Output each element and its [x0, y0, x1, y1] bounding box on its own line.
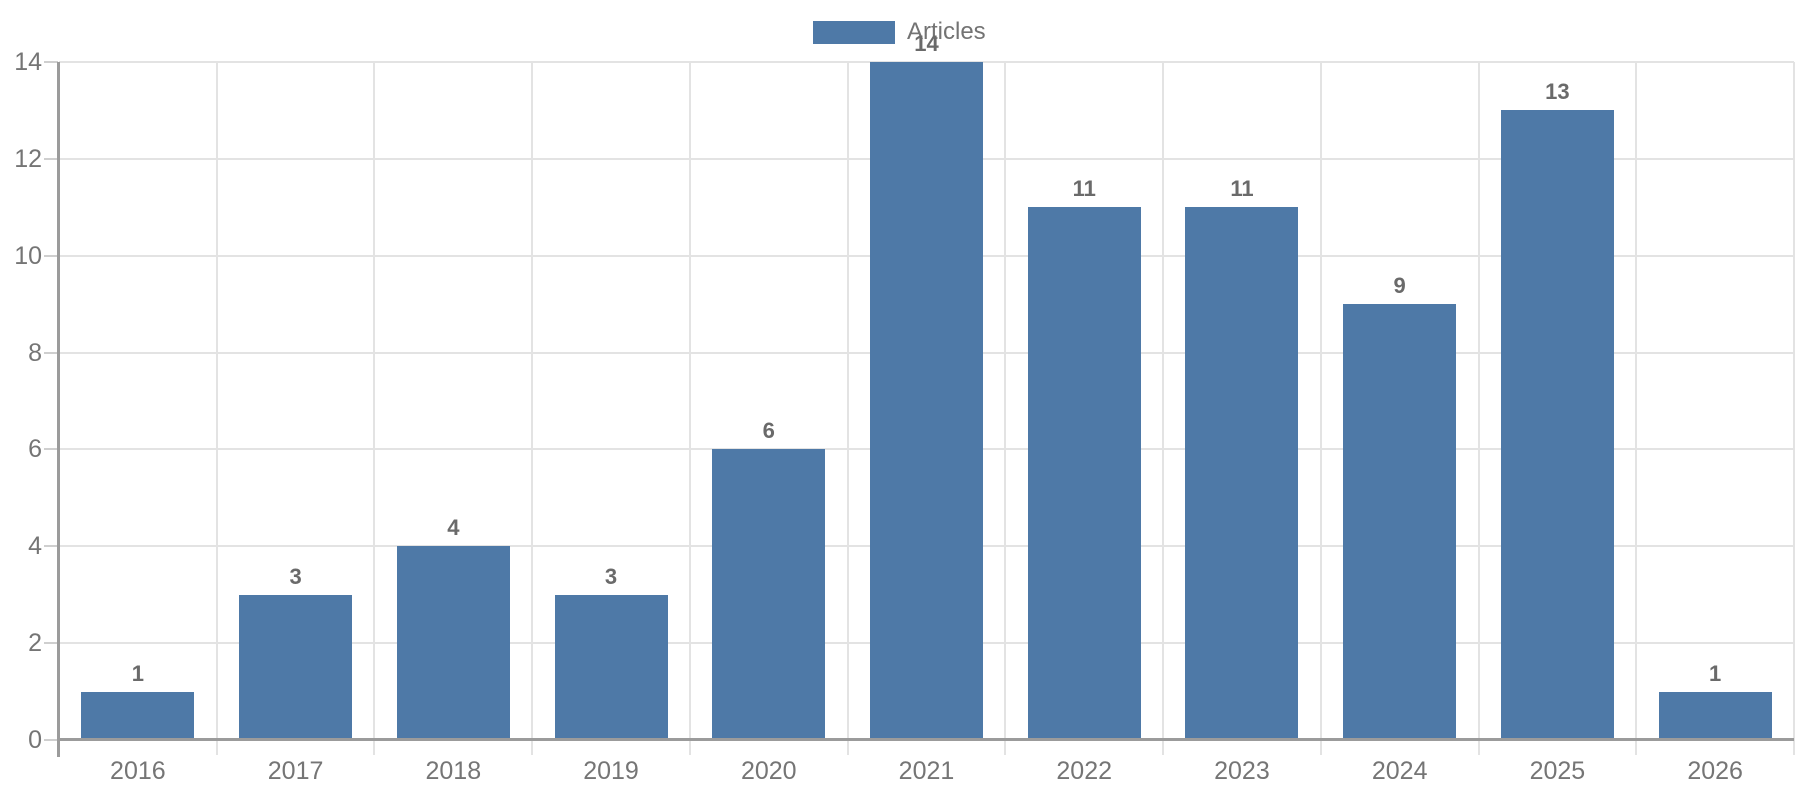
x-tick-label-2016: 2016: [110, 757, 166, 785]
y-tick-label-2: 2: [28, 629, 42, 658]
bar-2017: [239, 594, 353, 740]
v-gridline-3: [531, 62, 534, 755]
y-axis-line: [57, 62, 60, 757]
bar-2024: [1343, 304, 1457, 740]
y-tick-label-6: 6: [28, 435, 42, 464]
y-tick-label-4: 4: [28, 532, 42, 561]
y-tick-4: [44, 545, 58, 548]
bar-value-2023: 11: [1230, 176, 1254, 202]
y-tick-12: [44, 157, 58, 160]
v-gridline-4: [688, 62, 691, 755]
bar-2023: [1185, 207, 1299, 740]
bar-value-2018: 4: [447, 515, 460, 541]
v-gridline-7: [1162, 62, 1165, 755]
y-tick-0: [44, 739, 58, 741]
legend-label: Articles: [907, 18, 986, 45]
v-gridline-10: [1635, 62, 1638, 755]
bar-value-2021: 14: [914, 31, 939, 56]
bar-value-2024: 9: [1393, 273, 1406, 299]
bar-value-2016: 1: [131, 660, 144, 686]
x-tick-label-2023: 2023: [1214, 757, 1270, 785]
v-gridline-1: [215, 62, 218, 755]
y-tick-label-0: 0: [28, 726, 42, 754]
bar-2025: [1500, 110, 1614, 740]
x-tick-label-2021: 2021: [898, 757, 955, 785]
bar-2021: [870, 62, 983, 740]
v-gridline-2: [373, 62, 376, 755]
y-tick-label-8: 8: [28, 338, 42, 367]
bar-value-2025: 13: [1545, 79, 1570, 105]
bar-2018: [396, 546, 510, 740]
x-tick-label-2020: 2020: [740, 757, 797, 785]
y-tick-2: [44, 642, 58, 645]
y-tick-label-10: 10: [14, 241, 42, 270]
bar-value-2020: 6: [762, 418, 775, 444]
plot-area: 1 3 4 3 6 14 11 11 9 13 1: [59, 32, 1795, 755]
bar-2026: [1658, 691, 1772, 740]
v-gridline-5: [846, 62, 849, 755]
y-tick-6: [44, 448, 58, 451]
x-tick-label-2025: 2025: [1529, 757, 1586, 785]
bar-2020: [712, 449, 826, 740]
v-gridline-11: [1793, 62, 1795, 755]
bar-2016: [81, 691, 195, 740]
legend-item-articles[interactable]: Articles: [813, 19, 986, 45]
x-tick-label-2017: 2017: [267, 757, 324, 785]
bar-2022: [1027, 207, 1141, 740]
bar-value-2019: 3: [604, 563, 618, 589]
x-axis-line: [57, 738, 1794, 741]
y-tick-label-12: 12: [14, 144, 42, 173]
y-tick-10: [44, 254, 58, 257]
y-tick-8: [44, 351, 58, 354]
v-gridline-6: [1004, 62, 1007, 755]
x-tick-label-2019: 2019: [583, 757, 639, 785]
y-tick-14: [44, 61, 58, 63]
x-tick-label-2018: 2018: [425, 757, 482, 785]
bar-value-2026: 1: [1709, 660, 1722, 686]
v-gridline-8: [1319, 62, 1322, 755]
bar-value-2017: 3: [289, 563, 302, 589]
x-tick-label-2024: 2024: [1371, 757, 1428, 785]
bar-value-2022: 11: [1072, 176, 1096, 202]
y-tick-label-14: 14: [14, 48, 42, 76]
x-tick-label-2022: 2022: [1056, 757, 1113, 785]
legend-swatch-icon: [813, 20, 895, 44]
v-gridline-9: [1477, 62, 1480, 755]
x-tick-label-2026: 2026: [1687, 757, 1743, 785]
bar-2019: [554, 594, 668, 740]
